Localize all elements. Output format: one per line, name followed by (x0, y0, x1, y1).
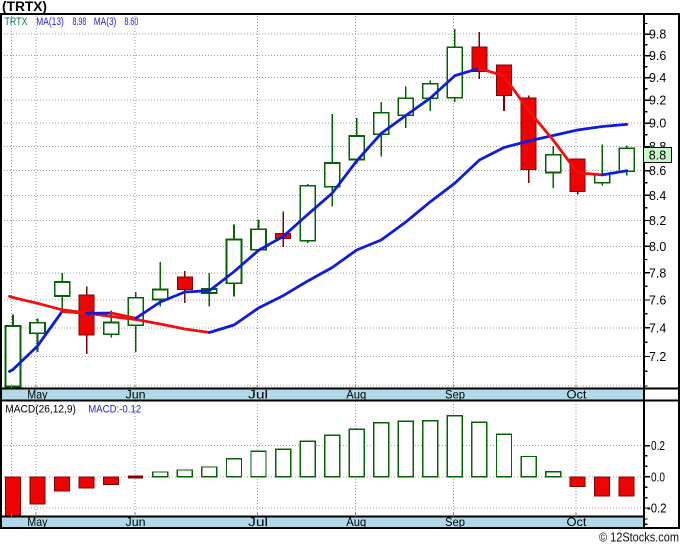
svg-text:Aug: Aug (346, 515, 366, 529)
svg-text:0.2: 0.2 (651, 439, 665, 453)
svg-text:8.8: 8.8 (649, 149, 666, 163)
svg-text:9.4: 9.4 (649, 71, 666, 85)
svg-text:Aug: Aug (346, 388, 366, 402)
svg-text:7.2: 7.2 (649, 350, 666, 364)
svg-text:9.0: 9.0 (649, 117, 666, 131)
svg-text:Sep: Sep (445, 515, 465, 529)
svg-text:8.98: 8.98 (73, 16, 87, 28)
svg-text:© 12Stocks.com: © 12Stocks.com (599, 531, 679, 545)
svg-text:TRTX: TRTX (5, 16, 29, 28)
svg-text:Oct: Oct (567, 388, 588, 402)
svg-text:Jun: Jun (126, 388, 146, 402)
svg-text:9.8: 9.8 (649, 28, 666, 42)
svg-text:7.6: 7.6 (649, 293, 666, 307)
svg-text:8.60: 8.60 (125, 16, 139, 28)
svg-text:0.0: 0.0 (651, 470, 665, 484)
svg-text:9.6: 9.6 (649, 49, 666, 63)
svg-text:(TRTX): (TRTX) (2, 0, 47, 14)
svg-text:8.2: 8.2 (649, 214, 666, 228)
svg-text:-0.2: -0.2 (647, 502, 667, 516)
svg-text:May: May (27, 388, 47, 402)
svg-text:Sep: Sep (445, 388, 465, 402)
svg-text:8.4: 8.4 (649, 189, 666, 203)
svg-text:MA(13): MA(13) (36, 16, 64, 28)
svg-text:Jul: Jul (248, 388, 268, 402)
svg-text:MA(3): MA(3) (94, 16, 117, 28)
svg-text:Jul: Jul (248, 515, 268, 529)
svg-text:Oct: Oct (567, 515, 588, 529)
svg-text:8.0: 8.0 (649, 240, 666, 254)
svg-text:7.4: 7.4 (649, 321, 666, 335)
svg-text:7.8: 7.8 (649, 266, 666, 280)
svg-text:May: May (27, 515, 47, 529)
svg-text:9.2: 9.2 (649, 94, 666, 108)
svg-text:Jun: Jun (126, 515, 146, 529)
svg-text:MACD:-0.12: MACD:-0.12 (88, 404, 141, 416)
svg-text:MACD(26,12,9): MACD(26,12,9) (5, 404, 76, 416)
svg-text:8.6: 8.6 (649, 164, 666, 178)
